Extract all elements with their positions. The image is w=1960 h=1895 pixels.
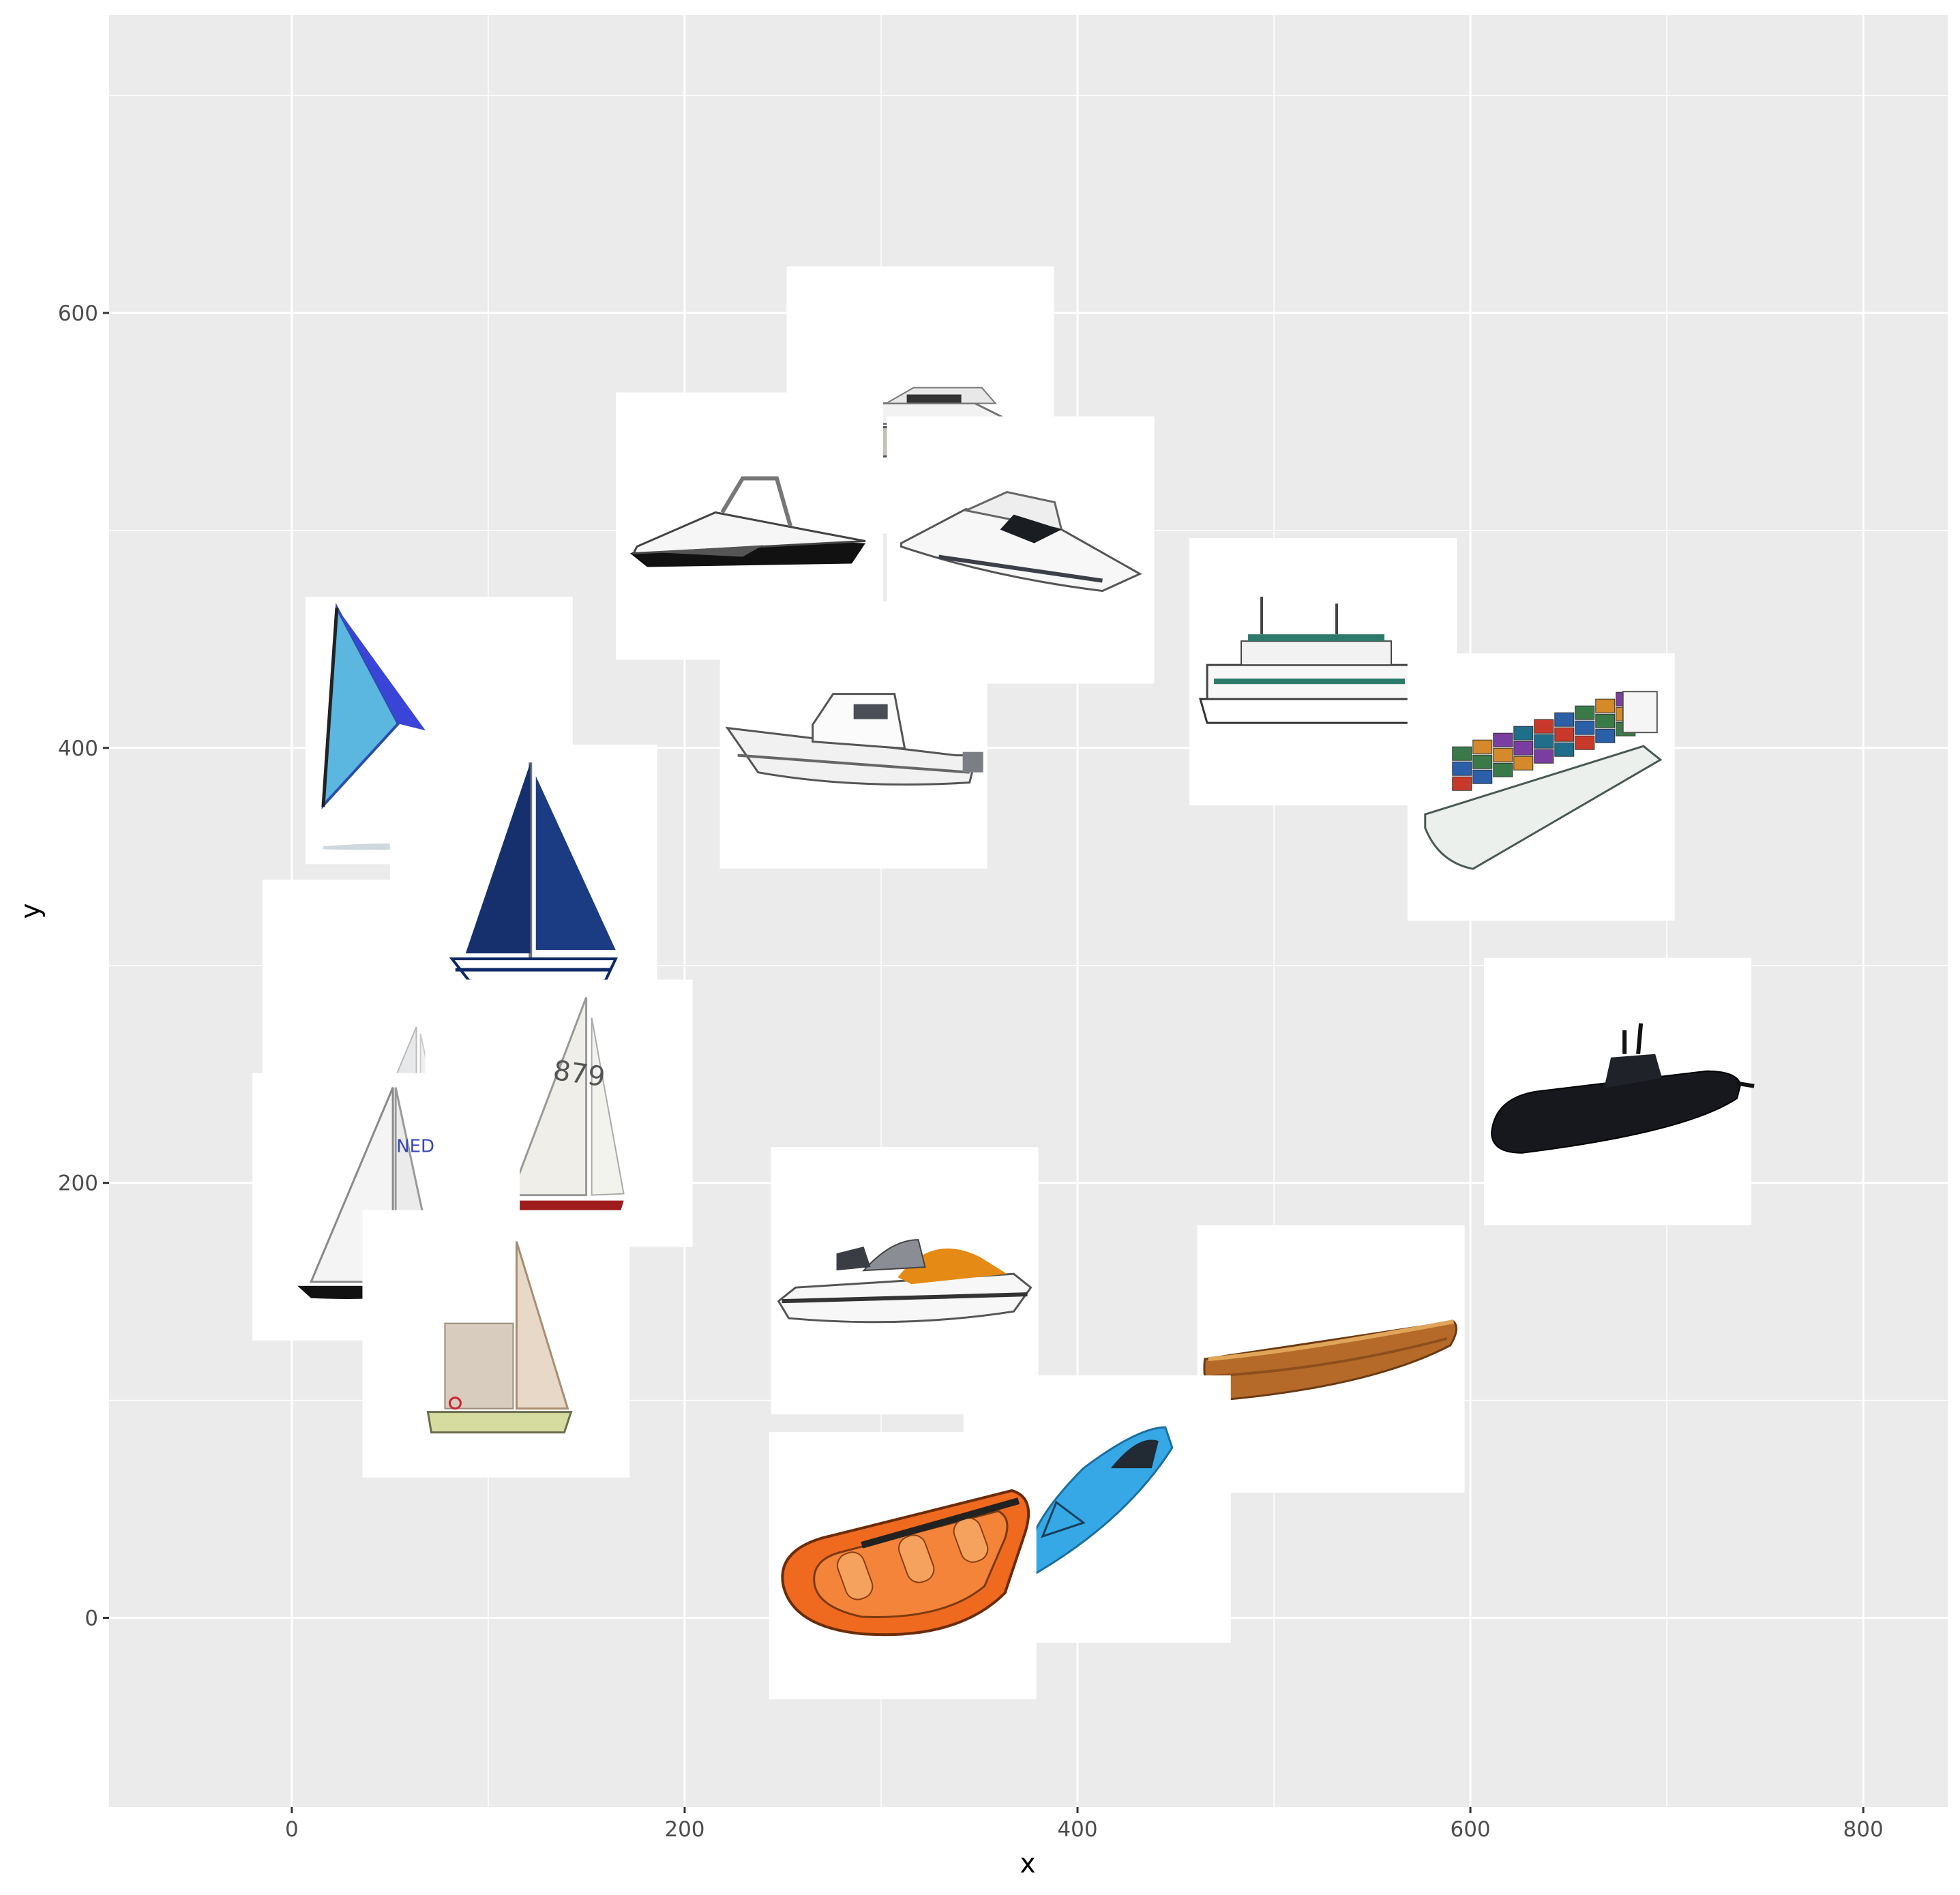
x-tick-label: 0 bbox=[285, 1817, 299, 1842]
y-tick-label: 400 bbox=[58, 736, 98, 761]
speedboat-icon bbox=[629, 476, 866, 567]
x-axis-ticks: 0 200 400 600 800 bbox=[285, 1807, 1884, 1842]
image-points: 879 NED bbox=[252, 266, 1755, 1699]
data-point bbox=[771, 1147, 1039, 1415]
y-axis-ticks: 0 200 400 600 bbox=[58, 301, 109, 1631]
cruising-sailboat-icon bbox=[426, 1241, 573, 1434]
svg-text:NED: NED bbox=[396, 1137, 434, 1157]
jet-ski-icon bbox=[777, 1239, 1033, 1324]
x-tick-label: 200 bbox=[664, 1817, 704, 1842]
data-point bbox=[719, 601, 988, 869]
data-point bbox=[1484, 957, 1755, 1225]
data-point bbox=[362, 1210, 630, 1478]
data-point bbox=[1407, 653, 1675, 921]
x-axis-title: x bbox=[1020, 1849, 1035, 1879]
data-point bbox=[1197, 1225, 1465, 1493]
y-tick-label: 600 bbox=[58, 301, 98, 326]
x-tick-label: 600 bbox=[1450, 1817, 1490, 1842]
data-point bbox=[769, 1431, 1037, 1699]
x-tick-label: 400 bbox=[1057, 1817, 1097, 1842]
y-tick-label: 200 bbox=[58, 1172, 98, 1196]
luxury-yacht-icon bbox=[900, 491, 1142, 593]
y-tick-label: 0 bbox=[85, 1607, 98, 1631]
fishing-boat-icon bbox=[725, 693, 983, 786]
windsurf-board-icon bbox=[321, 603, 466, 850]
y-axis-title: y bbox=[16, 903, 46, 919]
submarine-icon bbox=[1491, 1023, 1755, 1154]
inflatable-raft-icon bbox=[781, 1489, 1030, 1637]
x-tick-label: 800 bbox=[1843, 1817, 1884, 1842]
svg-text:879: 879 bbox=[551, 1055, 607, 1093]
container-ship-icon bbox=[1424, 691, 1663, 870]
data-point bbox=[389, 745, 657, 1013]
